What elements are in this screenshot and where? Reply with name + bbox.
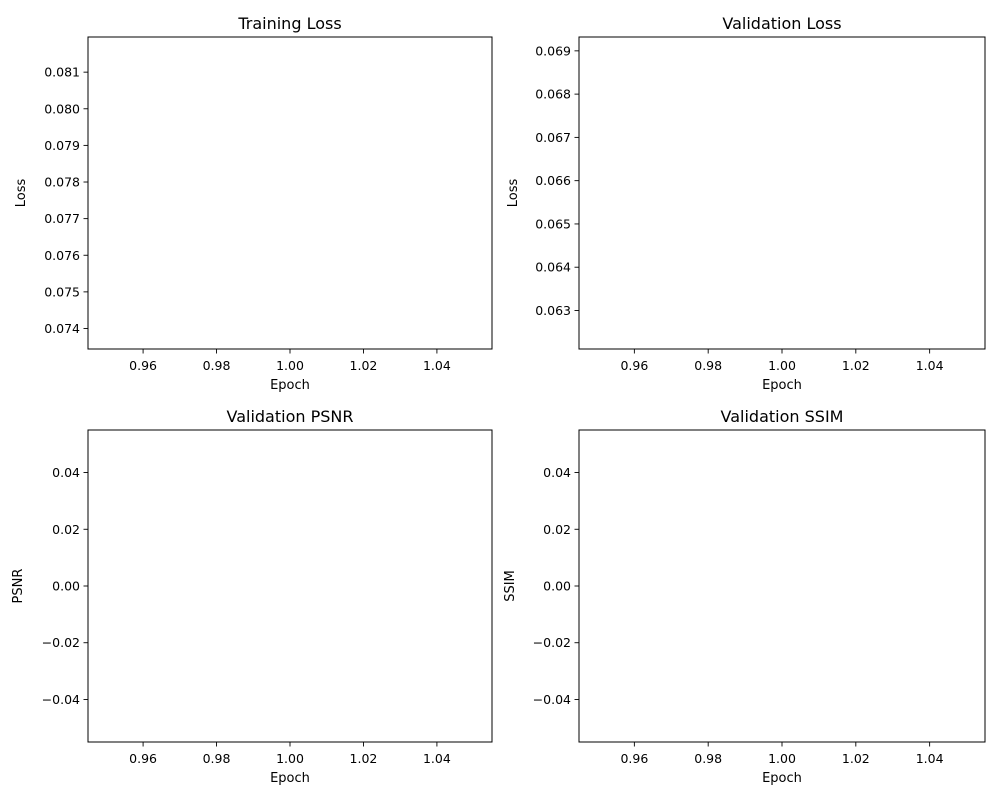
training-loss-ytick-label: 0.078 [44,175,80,190]
validation-loss-ylabel: Loss [506,179,521,208]
validation-psnr-xtick-label: 1.02 [350,751,378,766]
validation-psnr-title: Validation PSNR [227,407,354,426]
validation-psnr-ytick-label: 0.00 [52,579,80,594]
validation-ssim-ytick-label: −0.04 [533,692,571,707]
validation-psnr-axes-frame [87,429,493,743]
validation-ssim-xlabel: Epoch [762,771,802,786]
validation-loss-ytick-label: 0.063 [535,303,571,318]
validation-ssim-ylabel: SSIM [503,570,518,602]
validation-ssim-title: Validation SSIM [721,407,844,426]
validation-ssim-ytick-label: −0.02 [533,635,571,650]
training-loss-xtick-label: 0.96 [129,358,157,373]
validation-psnr-ytick-label: −0.04 [42,692,80,707]
training-loss-ytick-label: 0.076 [44,248,80,263]
validation-psnr-ytick-label: 0.02 [52,522,80,537]
training-loss-ytick-label: 0.077 [44,211,80,226]
training-loss-panel: Training Loss 0.96 0.98 1.00 1.02 1.04 0.074 0.… [14,14,493,393]
validation-ssim-xtick-label: 0.98 [694,751,722,766]
validation-ssim-xtick-label: 1.04 [916,751,944,766]
validation-ssim-ytick-label: 0.04 [543,465,571,480]
training-loss-ylabel: Loss [14,179,29,208]
validation-psnr-ytick-label: −0.02 [42,635,80,650]
validation-loss-ytick-label: 0.068 [535,87,571,102]
training-loss-title: Training Loss [237,14,341,33]
training-loss-ytick-label: 0.081 [44,65,80,80]
training-loss-xtick-label: 0.98 [203,358,231,373]
training-loss-xlabel: Epoch [270,378,310,393]
validation-loss-xtick-label: 1.02 [842,358,870,373]
validation-loss-title: Validation Loss [722,14,841,33]
validation-psnr-xtick-label: 1.00 [276,751,304,766]
validation-ssim-axes-frame [578,429,986,743]
validation-psnr-xlabel: Epoch [270,771,310,786]
validation-loss-ytick-label: 0.066 [535,173,571,188]
training-loss-ytick-label: 0.074 [44,321,80,336]
validation-ssim-ytick-label: 0.02 [543,522,571,537]
training-loss-xtick-label: 1.02 [350,358,378,373]
validation-loss-xtick-label: 1.00 [768,358,796,373]
validation-ssim-xtick-label: 1.00 [768,751,796,766]
validation-loss-ytick-label: 0.069 [535,43,571,58]
validation-loss-ytick-label: 0.064 [535,260,571,275]
training-loss-xtick-label: 1.00 [276,358,304,373]
validation-ssim-xtick-label: 1.02 [842,751,870,766]
validation-loss-axes-frame [578,36,986,350]
validation-loss-xtick-label: 0.98 [694,358,722,373]
training-loss-xtick-label: 1.04 [423,358,451,373]
validation-ssim-panel: Validation SSIM 0.96 0.98 1.00 1.02 1.04 −0.04… [503,407,986,786]
training-loss-axes-frame [87,36,493,350]
validation-psnr-ytick-label: 0.04 [52,465,80,480]
training-loss-ytick-label: 0.075 [44,284,80,299]
validation-loss-xtick-label: 1.04 [916,358,944,373]
validation-psnr-panel: Validation PSNR 0.96 0.98 1.00 1.02 1.04 −0.04… [11,407,493,786]
validation-psnr-ylabel: PSNR [11,569,26,604]
validation-psnr-xtick-label: 1.04 [423,751,451,766]
validation-loss-xlabel: Epoch [762,378,802,393]
training-loss-ytick-label: 0.079 [44,138,80,153]
training-loss-ytick-label: 0.080 [44,101,80,116]
validation-loss-ytick-label: 0.065 [535,216,571,231]
validation-loss-xtick-label: 0.96 [620,358,648,373]
validation-loss-ytick-label: 0.067 [535,130,571,145]
validation-psnr-xtick-label: 0.96 [129,751,157,766]
validation-ssim-xtick-label: 0.96 [620,751,648,766]
validation-ssim-ytick-label: 0.00 [543,579,571,594]
validation-psnr-xtick-label: 0.98 [203,751,231,766]
validation-loss-panel: Validation Loss 0.96 0.98 1.00 1.02 1.04 0.063… [506,14,986,393]
